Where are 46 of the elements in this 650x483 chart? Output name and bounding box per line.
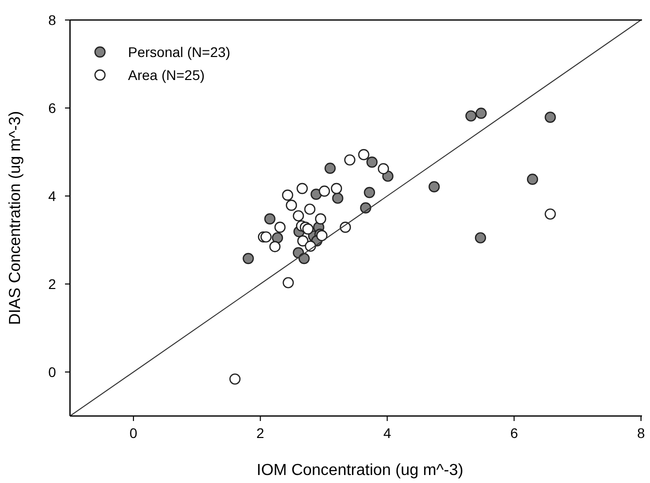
y-tick-label: 6 [48,100,56,116]
point [544,112,556,123]
point [260,231,272,243]
point [274,222,286,233]
x-tick-label: 2 [256,425,264,441]
y-tick-label: 8 [48,12,56,28]
point [378,163,390,174]
x-tick-label: 6 [510,425,518,441]
x-tick-label: 8 [637,425,646,441]
point [324,162,336,174]
point [428,181,440,192]
point [264,213,276,224]
point [330,182,342,194]
point [315,213,326,224]
point [272,232,284,244]
point [476,108,487,119]
point [366,156,378,168]
legend-label: Area (N=25) [128,67,205,83]
point [286,200,298,211]
x-tick-label: 4 [383,425,392,441]
y-tick-label: 2 [48,276,56,292]
point [304,204,316,215]
point [364,186,376,198]
point [344,154,356,166]
x-tick-label: 0 [130,425,138,441]
point [302,223,314,235]
point [296,182,308,194]
point [269,241,281,252]
point [298,252,310,264]
point [474,232,486,244]
point [526,174,538,185]
point [318,186,330,197]
point [292,210,304,222]
point [229,373,241,385]
legend-label: Personal (N=23) [128,44,230,60]
point [465,110,477,122]
x-axis-title: IOM Concentration (ug m^-3) [256,462,464,479]
point [242,252,254,264]
point [332,192,344,204]
point [358,149,370,160]
point [282,190,294,201]
point [544,208,556,220]
y-tick-label: 0 [48,364,56,380]
y-tick-label: 4 [48,188,56,204]
y-axis-title: DIAS Concentration (ug m^-3) [7,111,24,325]
point [282,277,294,288]
